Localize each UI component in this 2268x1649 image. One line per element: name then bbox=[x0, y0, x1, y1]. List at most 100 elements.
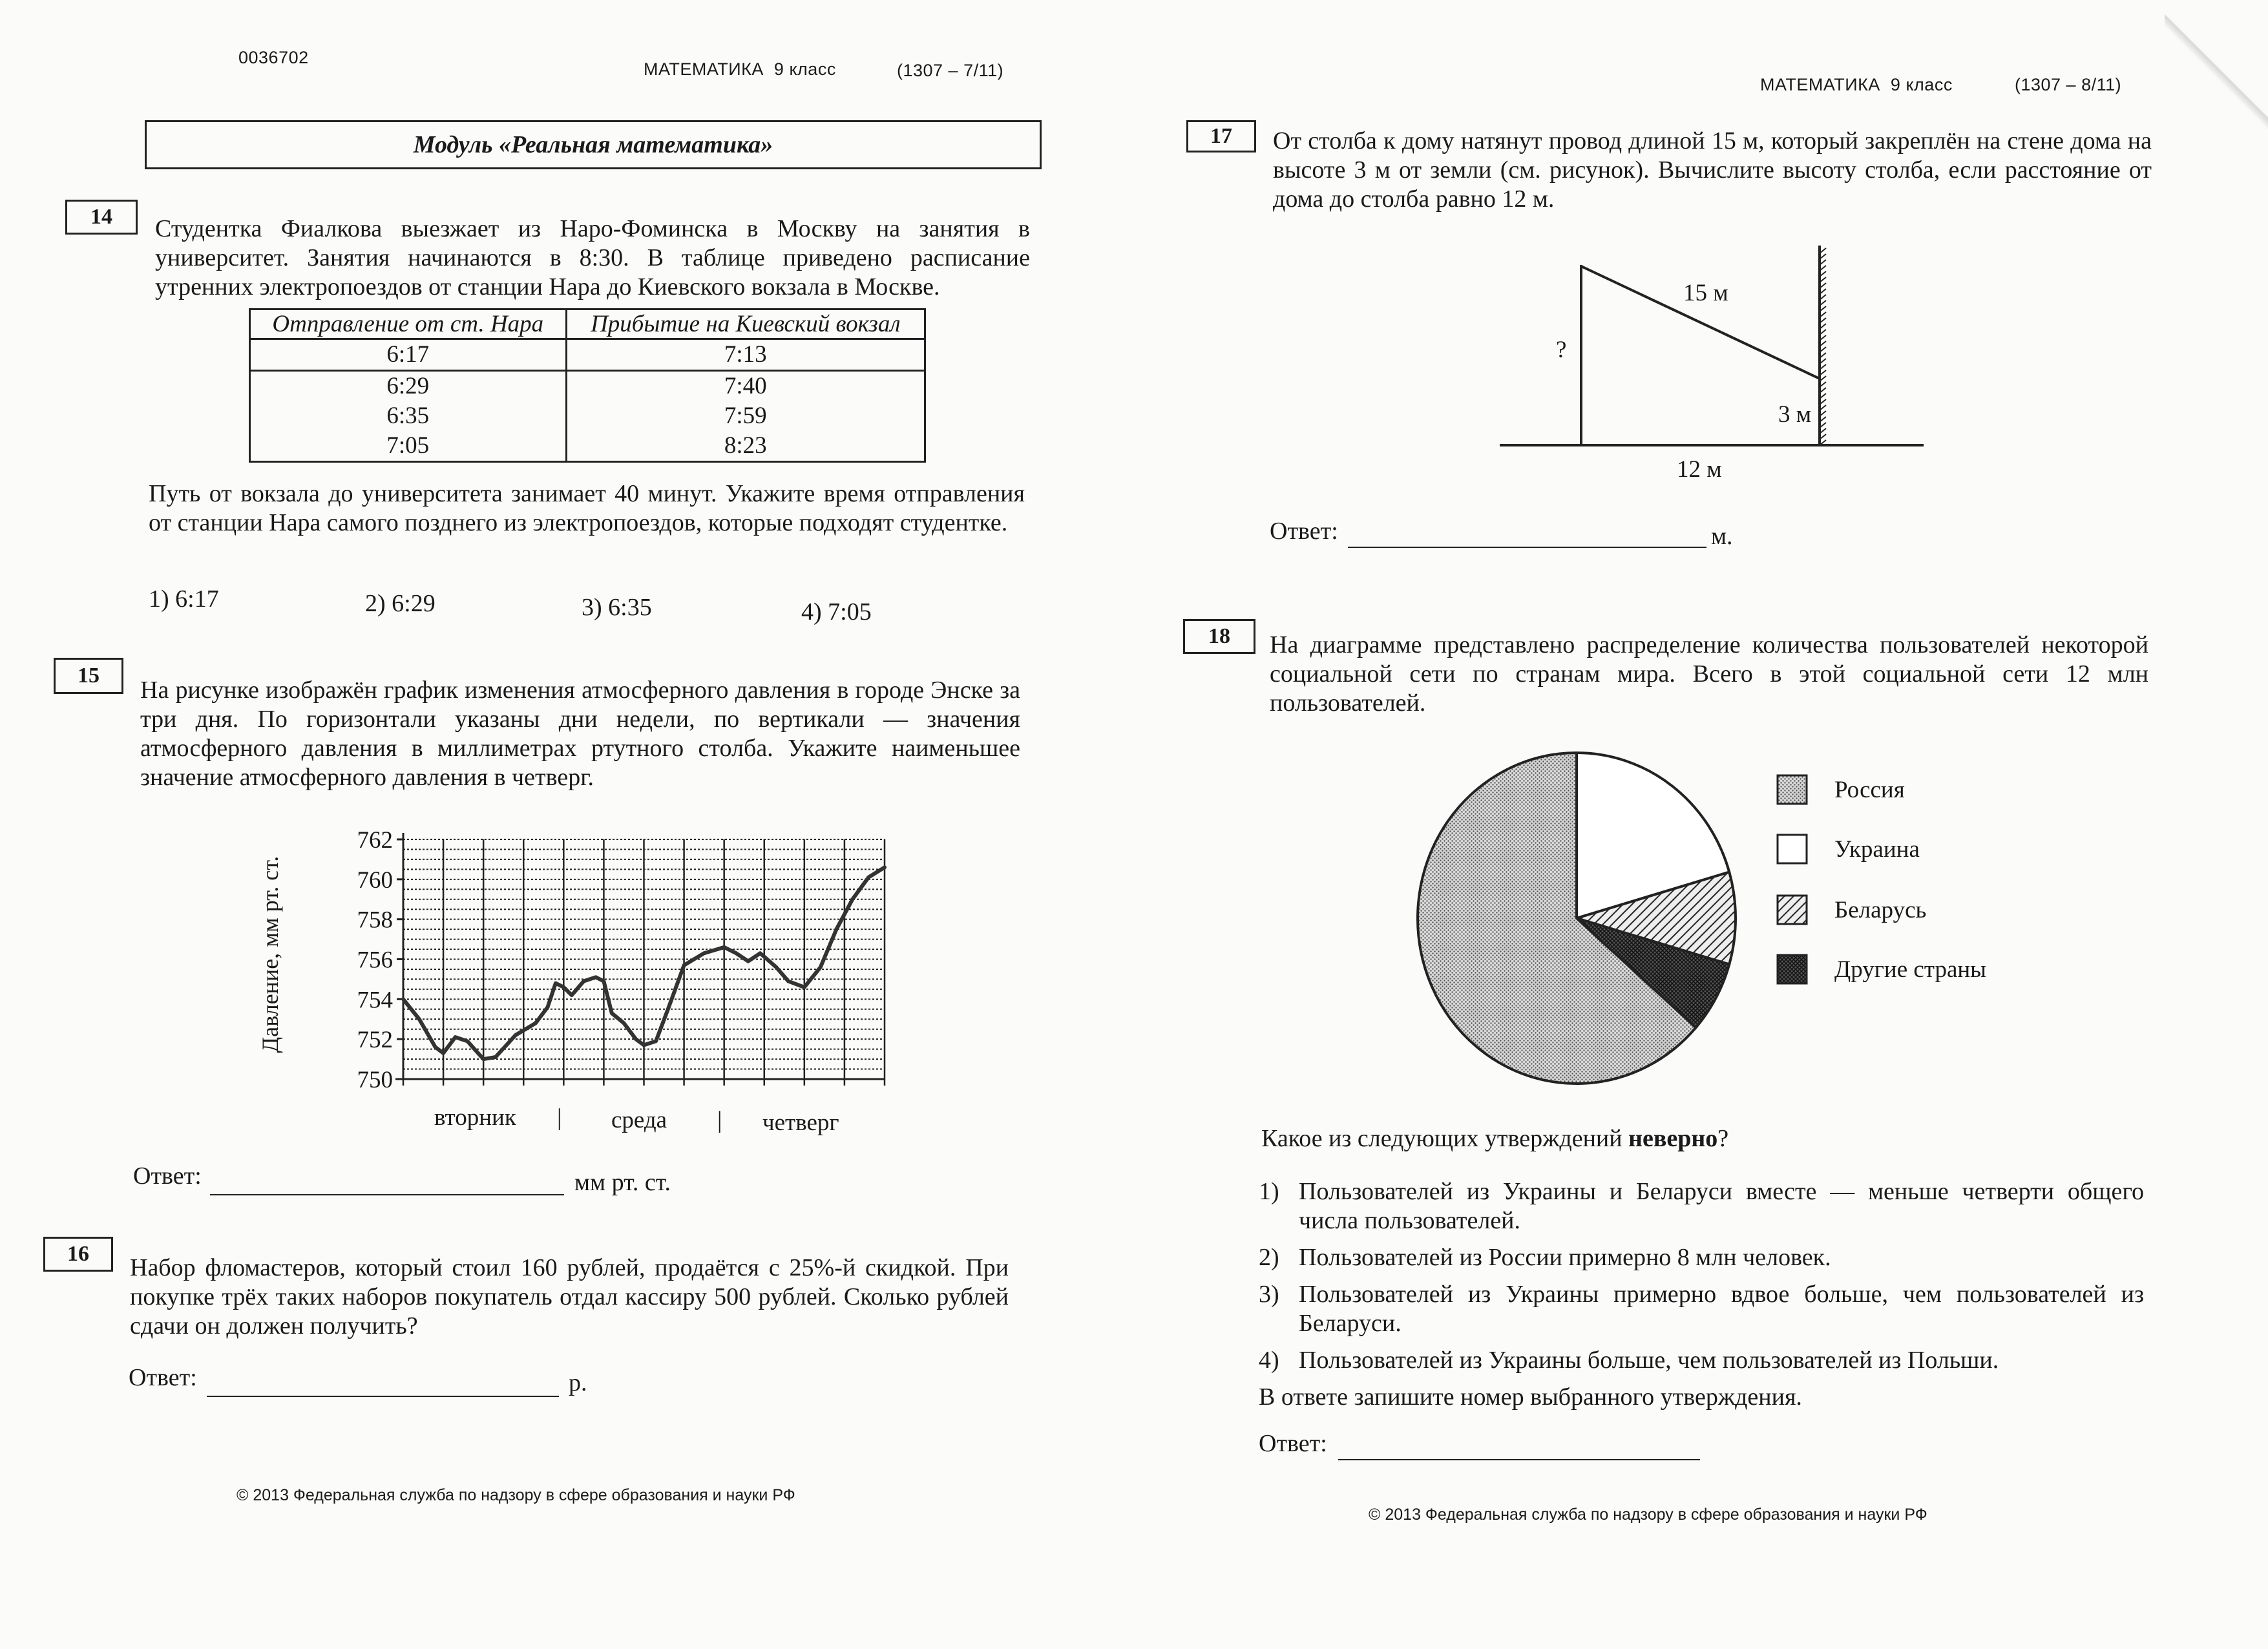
statement-item[interactable]: 3) Пользователей из Украины примерно вдво… bbox=[1259, 1280, 2144, 1338]
statement-text: Пользователей из Украины больше, чем пол… bbox=[1299, 1347, 1999, 1374]
pole-height-label: ? bbox=[1556, 337, 1567, 363]
answer-option[interactable]: 3) 6:35 bbox=[582, 594, 652, 621]
page-ref: (1307 – 7/11) bbox=[897, 61, 1004, 80]
table-cell: 6:29 bbox=[249, 370, 567, 401]
answer-field-15[interactable] bbox=[210, 1194, 564, 1195]
legend-item-other: Другие страны bbox=[1776, 954, 1986, 985]
answer-field-18[interactable] bbox=[1338, 1459, 1700, 1460]
task-number-16: 16 bbox=[43, 1237, 113, 1272]
legend-item-russia: Россия bbox=[1776, 774, 1905, 805]
legend-swatch bbox=[1776, 954, 1808, 985]
legend-swatch bbox=[1776, 894, 1808, 925]
answer-label: Ответ: bbox=[1270, 518, 1338, 545]
document-code: 0036702 bbox=[238, 48, 309, 67]
instruction-text: В ответе запишите номер выбранного утвер… bbox=[1259, 1383, 1802, 1411]
answer-unit: м. bbox=[1711, 523, 1733, 550]
statement-item[interactable]: 2) Пользователей из России примерно 8 млн… bbox=[1259, 1243, 2144, 1272]
hatch-mark bbox=[1819, 364, 1827, 370]
hatch-mark bbox=[1819, 416, 1827, 423]
statement-text: Пользователей из Украины и Беларуси вмес… bbox=[1299, 1178, 2144, 1234]
legend-label: Другие страны bbox=[1834, 956, 1987, 983]
hatch-mark bbox=[1819, 352, 1827, 359]
answer-option[interactable]: 1) 6:17 bbox=[149, 585, 219, 613]
y-tick-label: 762 bbox=[357, 827, 394, 854]
hatch-mark bbox=[1819, 277, 1827, 283]
task-number-15: 15 bbox=[54, 658, 123, 694]
statement-item[interactable]: 4) Пользователей из Украины больше, чем п… bbox=[1259, 1346, 2144, 1375]
day-label-thursday: четверг bbox=[762, 1109, 839, 1136]
task15-text: На рисунке изображён график изменения ат… bbox=[140, 677, 1020, 791]
hatch-mark bbox=[1819, 341, 1827, 347]
page-fold-corner bbox=[2165, 0, 2268, 129]
page-ref: (1307 – 8/11) bbox=[2015, 75, 2122, 94]
hatch-mark bbox=[1819, 265, 1827, 271]
legend-label: Беларусь bbox=[1834, 896, 1927, 923]
legend-label: Украина bbox=[1834, 835, 1920, 863]
task18-text: На диаграмме представлено распределение … bbox=[1270, 631, 2148, 717]
legend-swatch bbox=[1776, 834, 1808, 865]
table-cell: 7:05 bbox=[249, 431, 567, 463]
pressure-chart: 750 752 754 756 758 760 762 bbox=[357, 827, 887, 1093]
hatch-mark bbox=[1819, 329, 1827, 335]
pie-slice bbox=[1575, 751, 1731, 920]
task18-question: Какое из следующих утверждений неверно? bbox=[1261, 1124, 1728, 1153]
statement-text: Пользователей из России примерно 8 млн ч… bbox=[1299, 1244, 1831, 1271]
hatch-mark bbox=[1819, 434, 1827, 440]
answer-label: Ответ: bbox=[129, 1364, 197, 1391]
pie-slice bbox=[1575, 917, 1731, 1030]
hatch-mark bbox=[1819, 271, 1827, 277]
hatch-mark bbox=[1819, 253, 1827, 260]
hatch-mark bbox=[1819, 428, 1827, 434]
wire-length-label: 15 м bbox=[1683, 280, 1728, 306]
hatch-mark bbox=[1819, 404, 1827, 411]
answer-field-16[interactable] bbox=[207, 1396, 559, 1397]
hatch-mark bbox=[1819, 323, 1827, 330]
y-axis-label: Давление, мм рт. ст. bbox=[257, 856, 283, 1053]
hatch-mark bbox=[1819, 375, 1827, 382]
legend-label: Россия bbox=[1834, 776, 1905, 803]
y-tick-label: 758 bbox=[357, 907, 394, 934]
pole-wire-diagram bbox=[1500, 246, 1924, 446]
answer-field-17[interactable] bbox=[1348, 547, 1706, 548]
module-title: Модуль «Реальная математика» bbox=[413, 131, 773, 158]
hatch-mark bbox=[1819, 387, 1827, 394]
y-tick-label: 754 bbox=[357, 987, 394, 1013]
question-emphasis: неверно bbox=[1628, 1125, 1718, 1152]
y-tick-label: 760 bbox=[357, 867, 394, 894]
page-header: МАТЕМАТИКА 9 класс bbox=[1760, 75, 1953, 94]
hatch-mark bbox=[1819, 381, 1827, 388]
question-mark: ? bbox=[1717, 1125, 1729, 1152]
hatch-mark bbox=[1819, 335, 1827, 341]
footer-copyright: © 2013 Федеральная служба по надзору в с… bbox=[236, 1486, 795, 1504]
answer-option[interactable]: 4) 7:05 bbox=[801, 598, 872, 625]
hatch-mark bbox=[1819, 422, 1827, 428]
legend-item-ukraine: Украина bbox=[1776, 834, 1920, 865]
pie-slice bbox=[1572, 870, 1737, 966]
hatch-mark bbox=[1819, 300, 1827, 306]
y-tick-label: 750 bbox=[357, 1067, 394, 1093]
legend-swatch bbox=[1776, 774, 1808, 805]
table-cell: 6:35 bbox=[249, 401, 567, 431]
statement-number: 3) bbox=[1259, 1281, 1279, 1308]
task-number-14: 14 bbox=[65, 200, 138, 235]
hatch-mark bbox=[1819, 282, 1827, 289]
statement-number: 1) bbox=[1259, 1178, 1279, 1205]
day-separator: | bbox=[557, 1104, 562, 1131]
table-row: 6:35 7:59 bbox=[249, 401, 927, 431]
footer-copyright: © 2013 Федеральная служба по надзору в с… bbox=[1369, 1506, 1927, 1524]
table-row: 6:17 7:13 bbox=[249, 339, 927, 372]
table-cell: 7:40 bbox=[565, 370, 927, 401]
table-header: Отправление от ст. Нара bbox=[249, 308, 567, 340]
hatch-mark bbox=[1819, 358, 1827, 364]
answer-label: Ответ: bbox=[1259, 1430, 1327, 1457]
answer-option[interactable]: 2) 6:29 bbox=[365, 590, 436, 617]
question-text: Какое из следующих утверждений bbox=[1261, 1125, 1629, 1152]
task17-text: От столба к дому натянут провод длиной 1… bbox=[1273, 127, 2152, 213]
day-separator: | bbox=[717, 1107, 722, 1133]
pressure-curve bbox=[401, 865, 887, 1062]
task14-question: Путь от вокзала до университета занимает… bbox=[149, 480, 1025, 536]
pie-slice bbox=[1416, 751, 1698, 1085]
hatch-mark bbox=[1819, 410, 1827, 417]
statement-item[interactable]: 1) Пользователей из Украины и Беларуси вм… bbox=[1259, 1177, 2144, 1235]
y-tick-label: 756 bbox=[357, 947, 394, 974]
